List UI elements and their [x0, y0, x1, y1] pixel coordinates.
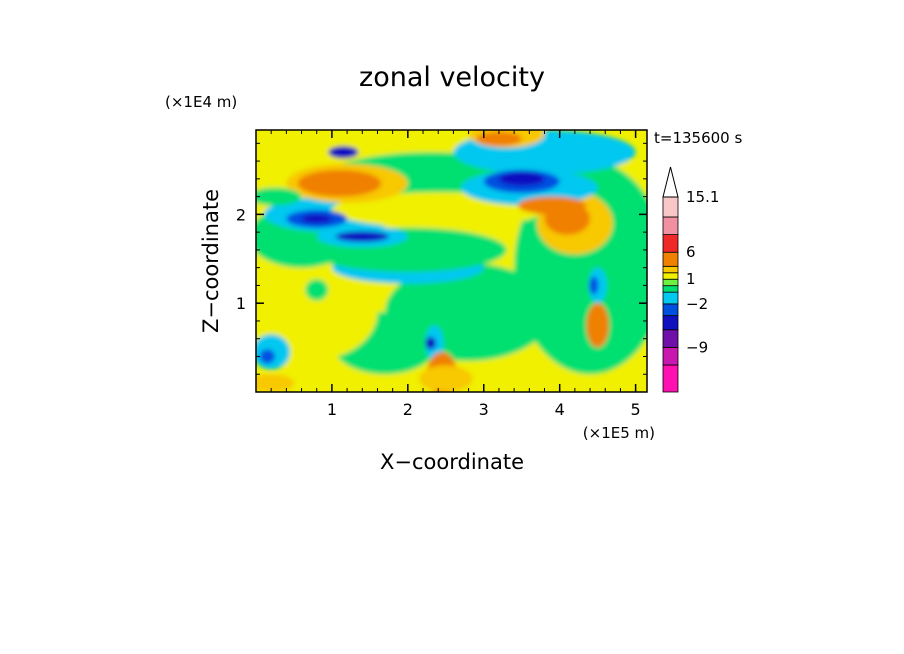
x-tick-label: 5: [631, 400, 641, 419]
field-region: [305, 279, 329, 301]
velocity-field: [256, 130, 647, 392]
colorbar-bin: [662, 303, 679, 317]
colorbar-bin: [662, 364, 679, 393]
field-region: [476, 131, 522, 146]
colorbar-bin: [662, 346, 679, 366]
field-region: [419, 365, 473, 392]
y-tick-label: 1: [236, 294, 246, 313]
colorbar-label: 6: [686, 243, 696, 261]
plot-frame: [255, 129, 648, 393]
chart-title: zonal velocity: [359, 62, 545, 93]
field-region: [301, 214, 332, 224]
colorbar-bin: [662, 234, 679, 253]
field-region: [256, 187, 302, 206]
field-region: [498, 171, 545, 186]
x-tick-label: 4: [555, 400, 565, 419]
field-region: [425, 336, 436, 350]
field-region: [259, 349, 275, 364]
colorbar-bin: [662, 251, 679, 267]
field-region: [335, 231, 389, 242]
colorbar-label: −9: [686, 338, 708, 356]
colorbar-bin: [662, 315, 679, 331]
y-axis-label: Z−coordinate: [199, 189, 223, 333]
y-unit-label: (×1E4 m): [165, 93, 237, 111]
colorbar: 15.1 6 1 −2 −9: [662, 166, 719, 393]
colorbar-bin: [662, 285, 679, 293]
time-label: t=135600 s: [654, 129, 742, 147]
colorbar-bin: [662, 329, 679, 348]
x-tick-label: 1: [327, 400, 337, 419]
field-region: [586, 303, 610, 348]
y-tick-label: 2: [236, 205, 246, 224]
colorbar-bin: [662, 272, 679, 280]
colorbar-bin: [662, 291, 679, 305]
colorbar-bin: [662, 216, 679, 235]
x-axis-ticks: 1 2 3 4 5: [270, 130, 641, 419]
x-tick-label: 3: [479, 400, 489, 419]
field-region: [589, 276, 599, 295]
colorbar-label: 1: [686, 270, 696, 288]
colorbar-extend-arrow: [662, 166, 679, 198]
x-tick-label: 2: [403, 400, 413, 419]
field-region: [256, 374, 294, 392]
x-axis-label: X−coordinate: [380, 450, 524, 474]
field-region: [256, 263, 378, 361]
colorbar-label: 15.1: [686, 188, 719, 206]
colorbar-bin: [662, 265, 679, 274]
x-unit-label: (×1E5 m): [583, 424, 655, 442]
colorbar-bin: [662, 196, 679, 218]
field-region: [297, 169, 382, 197]
field-region: [328, 145, 359, 159]
colorbar-bin: [662, 278, 679, 287]
field-region: [517, 196, 587, 215]
y-axis-ticks: 12: [236, 142, 647, 375]
colorbar-label: −2: [686, 295, 708, 313]
